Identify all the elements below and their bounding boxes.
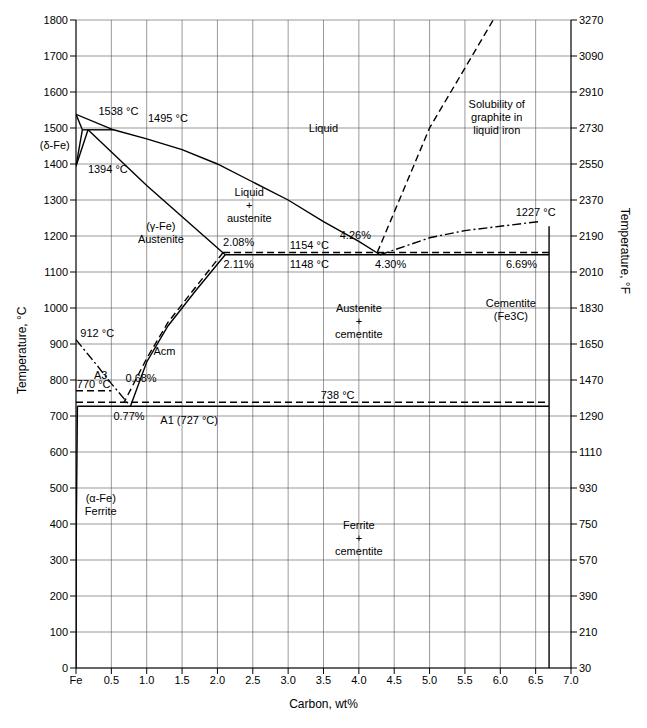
svg-text:4.5: 4.5 [387,674,402,686]
svg-text:1394 °C: 1394 °C [88,163,128,175]
svg-text:2910: 2910 [579,86,603,98]
svg-text:Carbon, wt%: Carbon, wt% [289,697,358,711]
svg-text:1148 °C: 1148 °C [290,258,329,270]
svg-text:300: 300 [50,554,68,566]
svg-text:1.5: 1.5 [174,674,189,686]
svg-text:200: 200 [50,590,68,602]
svg-text:Austenite+cementite: Austenite+cementite [335,302,383,340]
svg-text:738 °C: 738 °C [321,389,355,401]
svg-text:Temperature, °F: Temperature, °F [618,208,632,294]
svg-text:0.5: 0.5 [104,674,119,686]
svg-text:570: 570 [579,554,597,566]
svg-text:5.5: 5.5 [457,674,472,686]
svg-text:2190: 2190 [579,230,603,242]
svg-text:1800: 1800 [44,14,68,26]
svg-text:930: 930 [579,482,597,494]
svg-text:Cementite(Fe3C): Cementite(Fe3C) [486,297,536,322]
svg-text:1300: 1300 [44,194,68,206]
svg-text:Acm: Acm [153,345,175,357]
svg-text:500: 500 [50,482,68,494]
svg-text:1227 °C: 1227 °C [516,206,556,218]
svg-text:100: 100 [50,626,68,638]
svg-text:1290: 1290 [579,410,603,422]
svg-text:Liquid+austenite: Liquid+austenite [227,186,272,224]
svg-text:A3: A3 [94,368,108,381]
svg-text:700: 700 [50,410,68,422]
svg-text:4.30%: 4.30% [375,258,406,270]
svg-text:1000: 1000 [44,302,68,314]
svg-text:Temperature, °C: Temperature, °C [15,306,29,394]
svg-text:1110: 1110 [579,446,602,458]
svg-text:2.0: 2.0 [210,674,225,686]
svg-text:2010: 2010 [579,266,603,278]
svg-text:1538 °C: 1538 °C [98,105,138,117]
svg-text:2550: 2550 [579,158,603,170]
svg-text:(γ-Fe)Austenite: (γ-Fe)Austenite [138,220,184,245]
svg-text:6.69%: 6.69% [506,258,537,270]
svg-text:30: 30 [579,662,591,674]
svg-text:6.5: 6.5 [528,674,543,686]
svg-text:(δ-Fe): (δ-Fe) [40,139,70,151]
svg-text:390: 390 [579,590,597,602]
svg-text:3270: 3270 [579,14,603,26]
svg-text:4.0: 4.0 [351,674,366,686]
svg-text:1830: 1830 [579,302,603,314]
svg-text:1500: 1500 [44,122,68,134]
svg-text:0.77%: 0.77% [113,410,144,422]
svg-text:1700: 1700 [44,50,68,62]
svg-text:800: 800 [50,374,68,386]
svg-text:1600: 1600 [44,86,68,98]
svg-text:6.0: 6.0 [493,674,508,686]
svg-text:Liquid: Liquid [309,122,338,134]
svg-text:2.5: 2.5 [245,674,260,686]
svg-text:(α-Fe)Ferrite: (α-Fe)Ferrite [85,492,117,517]
svg-text:2730: 2730 [579,122,603,134]
svg-text:3.5: 3.5 [316,674,331,686]
svg-text:1100: 1100 [44,266,68,278]
svg-text:750: 750 [579,518,597,530]
svg-text:7.0: 7.0 [563,674,578,686]
svg-text:3090: 3090 [579,50,603,62]
svg-text:1495 °C: 1495 °C [148,112,188,124]
svg-text:1.0: 1.0 [139,674,154,686]
svg-text:3.0: 3.0 [280,674,295,686]
svg-text:Ferrite+cementite: Ferrite+cementite [335,519,383,557]
svg-text:2370: 2370 [579,194,603,206]
svg-text:A1 (727 °C): A1 (727 °C) [160,414,218,426]
svg-text:210: 210 [579,626,597,638]
svg-text:600: 600 [50,446,68,458]
svg-text:770 °C: 770 °C [77,378,111,390]
svg-text:2.11%: 2.11% [223,258,254,270]
svg-text:Fe: Fe [70,674,83,686]
svg-text:4.26%: 4.26% [340,229,371,241]
svg-text:400: 400 [50,518,68,530]
svg-text:912 °C: 912 °C [80,327,114,339]
svg-text:0.68%: 0.68% [125,372,156,384]
svg-text:1154 °C: 1154 °C [290,239,329,251]
svg-text:1200: 1200 [44,230,68,242]
svg-text:1470: 1470 [579,374,603,386]
svg-text:2.08%: 2.08% [223,236,254,248]
svg-text:Solubility ofgraphite inliquid: Solubility ofgraphite inliquid iron [469,98,526,136]
svg-text:0: 0 [62,662,68,674]
svg-text:1650: 1650 [579,338,603,350]
svg-text:5.0: 5.0 [422,674,437,686]
svg-text:900: 900 [50,338,68,350]
svg-text:1400: 1400 [44,158,68,170]
